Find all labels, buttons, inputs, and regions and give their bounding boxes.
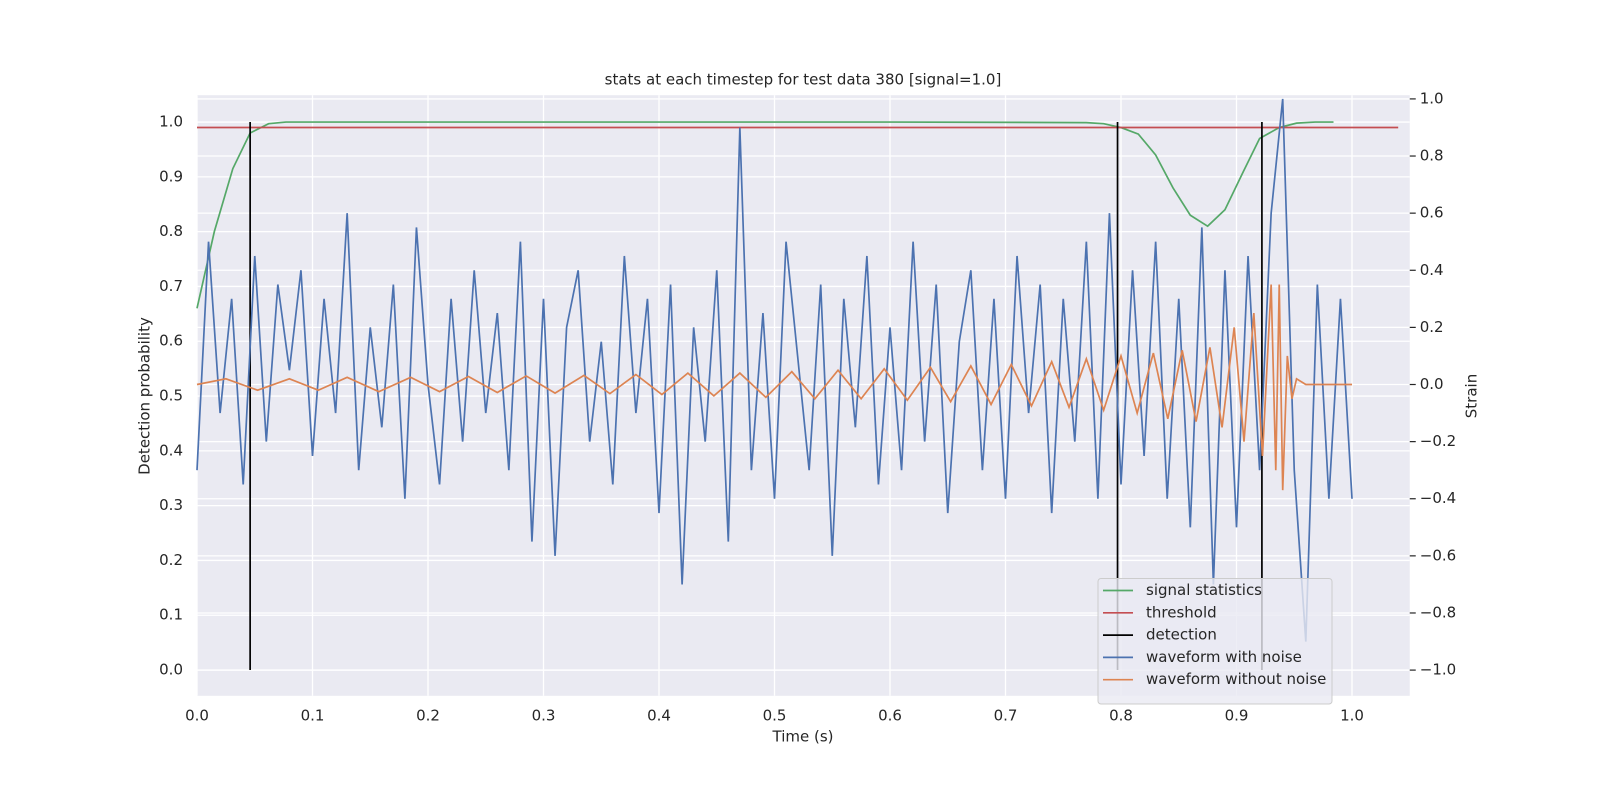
x-tick-label: 1.0 xyxy=(1340,706,1364,724)
legend-label: waveform with noise xyxy=(1146,648,1302,666)
x-tick-label: 0.6 xyxy=(878,706,902,724)
y2-tick-label: −0.2 xyxy=(1420,432,1456,450)
y2-tick-label: 0.0 xyxy=(1420,375,1444,393)
y-axis-label: Detection probability xyxy=(136,317,154,475)
y-tick-label: 1.0 xyxy=(159,113,183,131)
legend-label: signal statistics xyxy=(1146,581,1262,599)
y2-tick-label: −0.6 xyxy=(1420,546,1456,564)
y2-tick-label: 0.2 xyxy=(1420,318,1444,336)
y-tick-label: 0.1 xyxy=(159,606,183,624)
y-tick-label: 0.3 xyxy=(159,496,183,514)
y-tick-label: 0.2 xyxy=(159,551,183,569)
y-tick-label: 0.4 xyxy=(159,441,183,459)
y2-tick-label: 0.8 xyxy=(1420,147,1444,165)
y2-tick-label: 1.0 xyxy=(1420,89,1444,107)
y-tick-label: 0.0 xyxy=(159,661,183,679)
y-tick-label: 0.9 xyxy=(159,167,183,185)
x-tick-label: 0.0 xyxy=(185,706,209,724)
x-tick-label: 0.4 xyxy=(647,706,671,724)
legend-label: detection xyxy=(1146,626,1217,644)
x-tick-label: 0.5 xyxy=(763,706,787,724)
y2-tick-label: 0.6 xyxy=(1420,204,1444,222)
y2-tick-label: −1.0 xyxy=(1420,661,1456,679)
y-tick-label: 0.7 xyxy=(159,277,183,295)
y2-tick-label: −0.8 xyxy=(1420,603,1456,621)
x-tick-label: 0.3 xyxy=(532,706,556,724)
series-line xyxy=(196,121,1334,309)
chart-title: stats at each timestep for test data 380… xyxy=(605,71,1002,89)
x-tick-label: 0.1 xyxy=(301,706,325,724)
x-tick-label: 0.8 xyxy=(1109,706,1133,724)
legend-label: waveform without noise xyxy=(1146,670,1326,688)
y2-tick-label: −0.4 xyxy=(1420,489,1456,507)
x-axis-label: Time (s) xyxy=(772,728,834,746)
legend-box xyxy=(1097,578,1333,705)
series-line xyxy=(196,284,1352,491)
x-tick-label: 0.9 xyxy=(1225,706,1249,724)
y2-tick-label: 0.4 xyxy=(1420,261,1444,279)
x-tick-label: 0.2 xyxy=(416,706,440,724)
series-line xyxy=(196,98,1353,642)
y-tick-label: 0.6 xyxy=(159,332,183,350)
y-tick-label: 0.5 xyxy=(159,387,183,405)
y-tick-label: 0.8 xyxy=(159,222,183,240)
x-tick-label: 0.7 xyxy=(994,706,1018,724)
y2-axis-label: Strain xyxy=(1463,374,1481,418)
legend-label: threshold xyxy=(1146,603,1217,621)
